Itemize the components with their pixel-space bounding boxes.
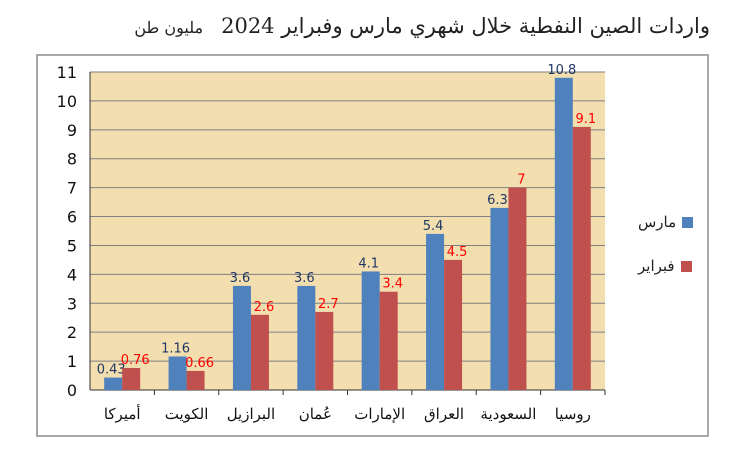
bar-feb-5 — [444, 259, 463, 390]
y-tick-label: 0 — [67, 381, 77, 400]
legend-label-feb: فبراير — [638, 257, 675, 275]
y-tick-label: 6 — [67, 208, 77, 227]
bar-feb-2 — [250, 314, 269, 390]
y-tick-label: 1 — [67, 352, 77, 371]
legend: مارس فبراير — [638, 210, 708, 298]
data-label-march: 1.16 — [161, 341, 190, 356]
x-tick-label: روسيا — [555, 405, 591, 423]
data-label-march: 0.43 — [97, 363, 126, 378]
data-label-march: 3.6 — [230, 271, 251, 286]
bar-feb-4 — [379, 291, 398, 390]
bar-march-0 — [104, 377, 123, 390]
y-tick-label: 8 — [67, 150, 77, 169]
data-label-feb: 2.6 — [254, 300, 275, 315]
x-tick-label: الكويت — [165, 405, 209, 423]
x-tick-label: العراق — [424, 405, 464, 423]
bar-feb-3 — [315, 311, 334, 390]
data-label-feb: 0.76 — [121, 353, 150, 368]
bar-march-5 — [426, 233, 445, 390]
data-label-feb: 2.7 — [318, 297, 339, 312]
data-label-feb: 0.66 — [185, 356, 214, 371]
y-tick-label: 7 — [67, 179, 77, 198]
x-tick-label: أميركا — [104, 404, 141, 423]
legend-item-feb: فبراير — [638, 254, 708, 278]
data-label-feb: 7 — [517, 173, 525, 188]
legend-item-march: مارس — [638, 210, 708, 234]
data-label-march: 3.6 — [294, 271, 315, 286]
y-tick-label: 11 — [57, 63, 77, 82]
data-label-march: 5.4 — [423, 219, 444, 234]
y-tick-label: 5 — [67, 236, 77, 255]
y-tick-label: 2 — [67, 323, 77, 342]
legend-swatch-feb — [680, 260, 692, 272]
x-tick-label: السعودية — [480, 405, 536, 423]
chart-title-text: واردات الصين النفطية خلال شهري مارس وفبر… — [221, 14, 710, 38]
data-label-feb: 9.1 — [575, 112, 596, 127]
legend-label-march: مارس — [638, 213, 677, 231]
bar-march-6 — [490, 207, 509, 390]
y-tick-label: 9 — [67, 121, 77, 140]
data-label-march: 10.8 — [547, 63, 576, 78]
y-tick-label: 3 — [67, 294, 77, 313]
chart-title: واردات الصين النفطية خلال شهري مارس وفبر… — [120, 14, 710, 38]
data-label-march: 6.3 — [487, 193, 508, 208]
chart-frame — [36, 54, 709, 437]
x-tick-label: البرازيل — [227, 405, 276, 423]
bar-march-4 — [361, 271, 380, 390]
x-tick-label: الإمارات — [354, 405, 405, 423]
bar-feb-1 — [186, 370, 205, 390]
bar-feb-0 — [122, 368, 141, 390]
y-tick-label: 4 — [67, 265, 77, 284]
bar-march-7 — [554, 77, 573, 391]
legend-swatch-march — [682, 216, 694, 228]
data-label-feb: 3.4 — [382, 277, 403, 292]
x-tick-label: عُمان — [299, 405, 332, 423]
bar-march-2 — [232, 285, 251, 390]
bar-feb-6 — [508, 187, 527, 390]
data-label-march: 4.1 — [358, 256, 379, 271]
y-tick-label: 10 — [57, 92, 77, 111]
bar-feb-7 — [572, 126, 591, 390]
chart-unit: مليون طن — [134, 18, 204, 37]
bar-march-3 — [297, 285, 316, 390]
data-label-feb: 4.5 — [447, 245, 468, 260]
bar-march-1 — [168, 356, 187, 390]
